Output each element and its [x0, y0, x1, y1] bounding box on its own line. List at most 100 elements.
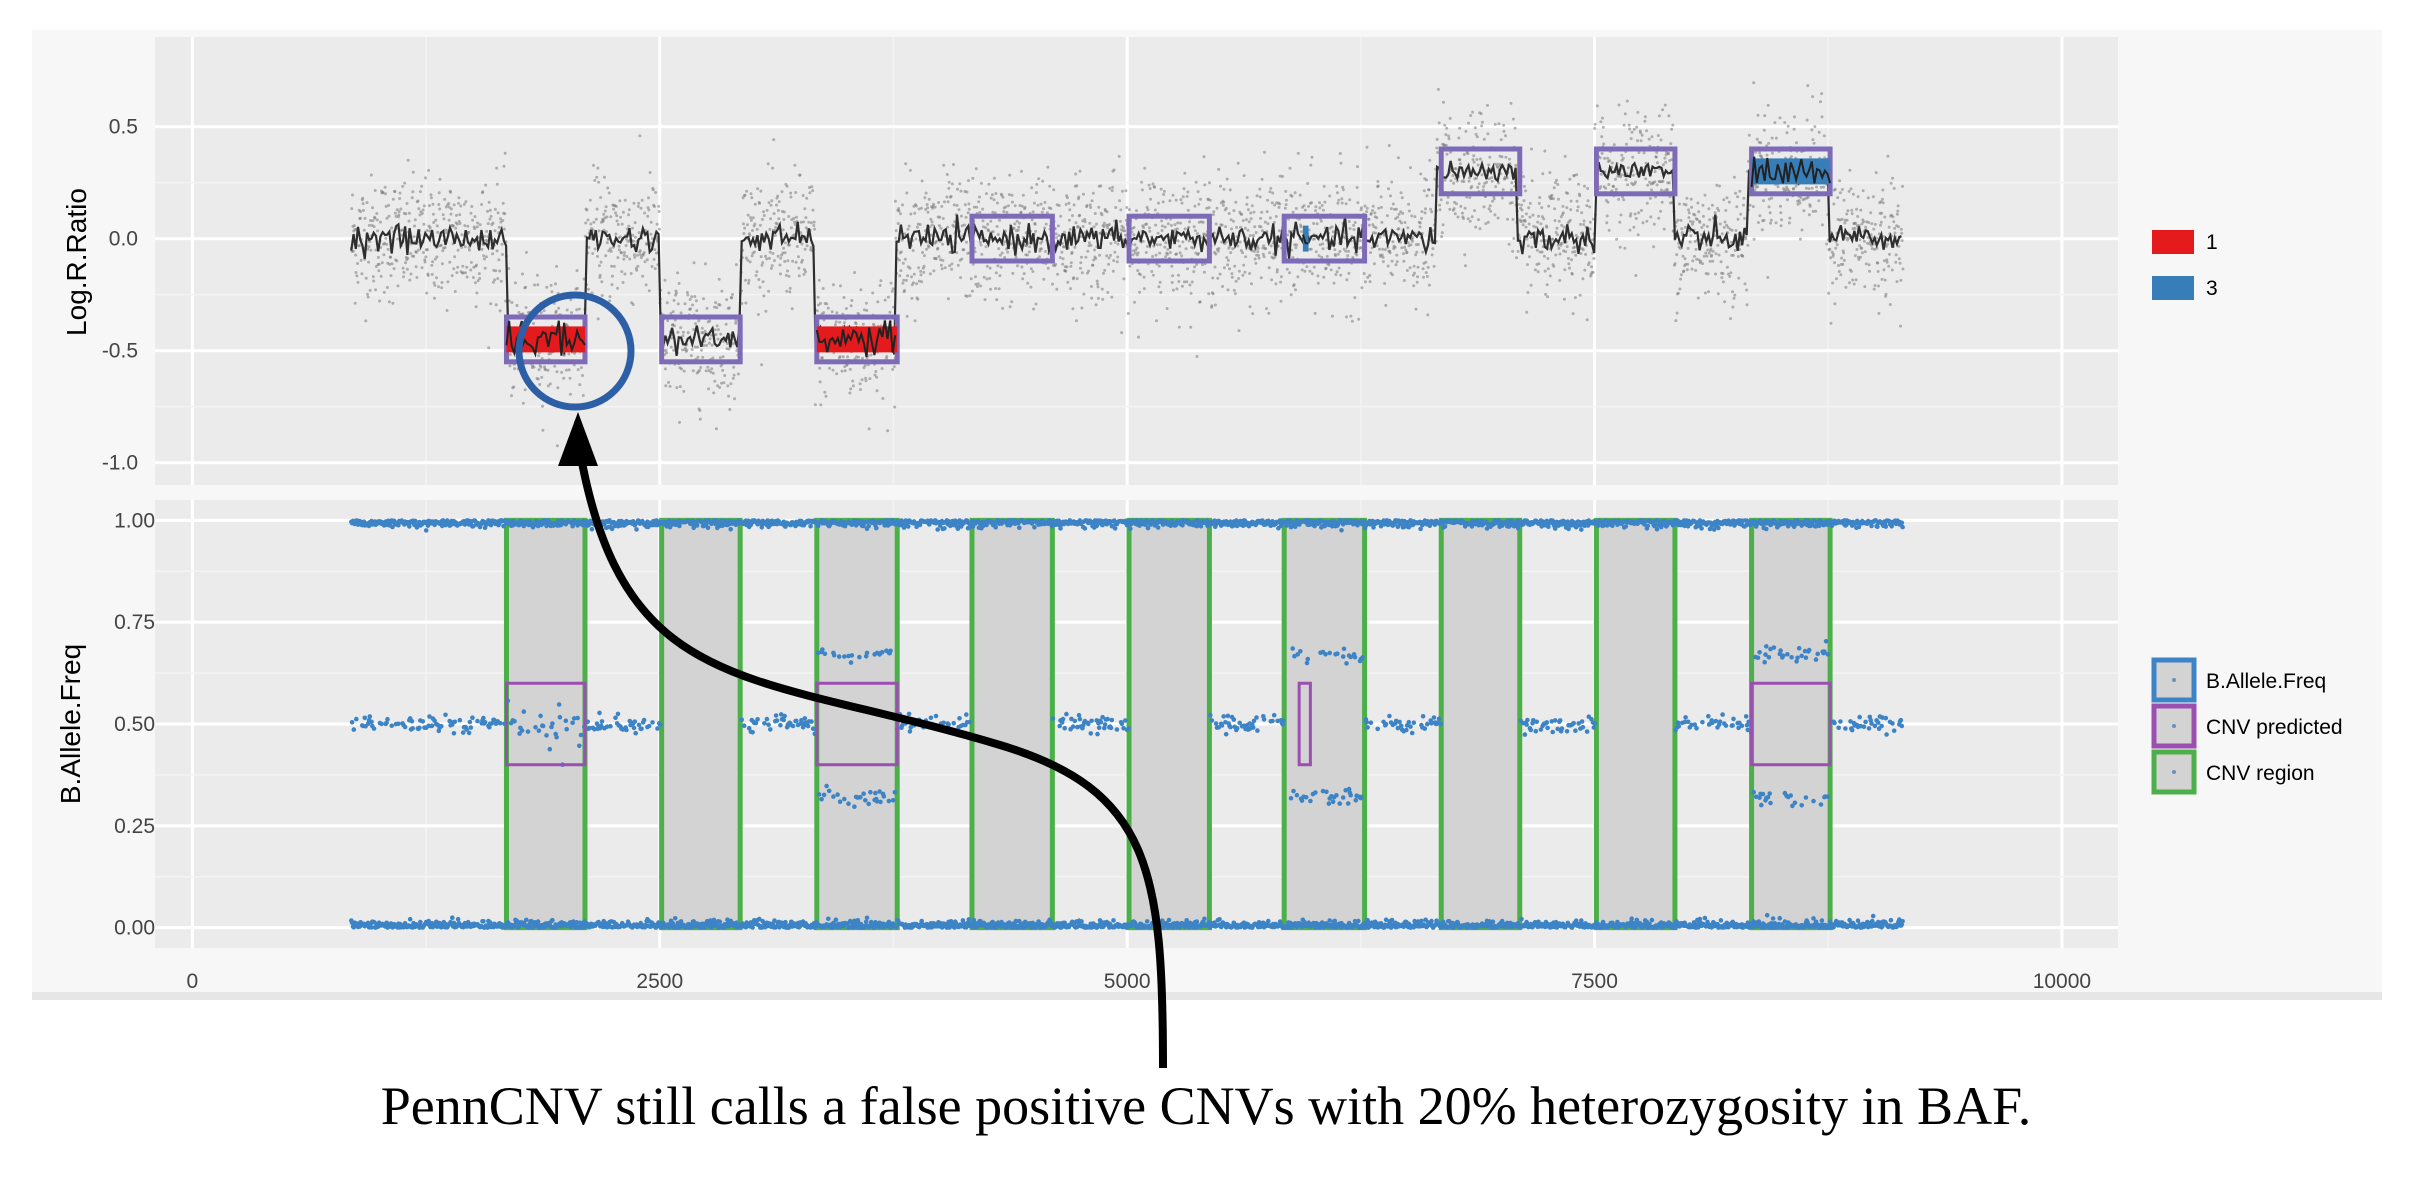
- lrr-point: [1614, 187, 1618, 191]
- lrr-point: [1486, 132, 1490, 136]
- lrr-point: [1221, 203, 1225, 207]
- lrr-point: [1136, 269, 1140, 272]
- lrr-point: [1349, 314, 1353, 318]
- lrr-point: [1185, 195, 1189, 198]
- lrr-point: [978, 195, 981, 199]
- lrr-point: [819, 403, 823, 407]
- lrr-point: [1022, 272, 1026, 276]
- lrr-point: [382, 290, 386, 294]
- lrr-point: [854, 322, 858, 326]
- lrr-point: [823, 390, 827, 394]
- lrr-point: [1374, 231, 1378, 235]
- baf-point: [589, 526, 595, 532]
- lrr-point: [1610, 161, 1614, 165]
- lrr-point: [1874, 171, 1878, 175]
- lrr-point: [1224, 225, 1228, 229]
- lrr-point: [371, 206, 374, 210]
- lrr-point: [917, 266, 921, 270]
- lrr-point: [1863, 285, 1867, 289]
- lrr-point: [411, 190, 415, 194]
- baf-point: [578, 732, 584, 738]
- lrr-point: [716, 337, 720, 341]
- lrr-point: [1533, 268, 1537, 272]
- lrr-point: [671, 310, 675, 314]
- lrr-point: [1475, 176, 1478, 180]
- lrr-point: [723, 374, 727, 377]
- lrr-point: [1716, 206, 1719, 210]
- lrr-point: [471, 218, 475, 222]
- lrr-point: [1262, 255, 1266, 259]
- lrr-point: [1376, 184, 1380, 188]
- lrr-point: [880, 367, 884, 370]
- lrr-point: [669, 345, 673, 349]
- lrr-point: [426, 248, 429, 252]
- lrr-point: [1017, 225, 1021, 229]
- lrr-point: [1835, 243, 1839, 247]
- lrr-point: [674, 291, 678, 295]
- lrr-point: [1218, 272, 1222, 276]
- lrr-point: [1668, 159, 1672, 162]
- lrr-point: [1618, 245, 1622, 249]
- lrr-point: [1345, 278, 1349, 282]
- lrr-point: [655, 237, 659, 241]
- lrr-point: [941, 242, 945, 246]
- lrr-point: [1166, 252, 1169, 256]
- lrr-point: [493, 278, 497, 282]
- lrr-point: [1126, 312, 1130, 315]
- lrr-point: [1424, 207, 1427, 211]
- lrr-point: [1328, 194, 1332, 198]
- lrr-point: [812, 224, 816, 227]
- lrr-point: [750, 196, 754, 200]
- lrr-point: [1695, 257, 1699, 261]
- lrr-point: [1891, 215, 1895, 219]
- lrr-point: [409, 252, 413, 255]
- baf-point: [557, 714, 563, 720]
- lrr-point: [1271, 191, 1275, 195]
- lrr-point: [1186, 190, 1190, 194]
- lrr-point: [1414, 307, 1418, 311]
- lrr-point: [1072, 276, 1076, 280]
- lrr-point: [883, 298, 887, 302]
- lrr-point: [994, 271, 998, 275]
- lrr-point: [1170, 264, 1174, 268]
- lrr-point: [486, 209, 489, 213]
- lrr-point: [540, 357, 544, 360]
- lrr-point: [1899, 324, 1902, 328]
- lrr-point: [1540, 206, 1544, 210]
- lrr-point: [1876, 270, 1880, 273]
- lrr-point: [802, 220, 806, 224]
- lrr-point: [757, 278, 761, 281]
- lrr-point: [455, 271, 459, 275]
- lrr-point: [353, 301, 357, 305]
- lrr-point: [1147, 183, 1151, 187]
- lrr-point: [1659, 188, 1663, 192]
- lrr-point: [1046, 266, 1050, 270]
- lrr-point: [1690, 222, 1694, 226]
- lrr-point: [665, 351, 669, 355]
- lrr-point: [1711, 249, 1715, 253]
- lrr-point: [1873, 247, 1877, 251]
- lrr-point: [1473, 209, 1476, 213]
- lrr-point: [1170, 281, 1174, 284]
- lrr-point: [693, 295, 697, 298]
- lrr-point: [1708, 259, 1712, 263]
- lrr-point: [1253, 257, 1257, 261]
- lrr-point: [1665, 188, 1669, 192]
- lrr-point: [1504, 155, 1508, 159]
- lrr-point: [1384, 303, 1388, 307]
- lrr-point: [634, 235, 637, 239]
- lrr-point: [1160, 229, 1164, 232]
- lrr-point: [375, 218, 379, 222]
- lrr-point: [692, 328, 696, 331]
- lrr-point: [664, 384, 668, 388]
- lrr-point: [1120, 331, 1124, 335]
- baf-point: [547, 746, 553, 752]
- lrr-point: [367, 260, 371, 264]
- lrr-point: [364, 319, 368, 323]
- lrr-point: [1885, 258, 1889, 262]
- lrr-point: [1150, 270, 1154, 273]
- lrr-point: [585, 208, 589, 212]
- baf-point: [535, 919, 541, 924]
- lrr-point: [1493, 213, 1497, 217]
- lrr-point: [1008, 305, 1012, 309]
